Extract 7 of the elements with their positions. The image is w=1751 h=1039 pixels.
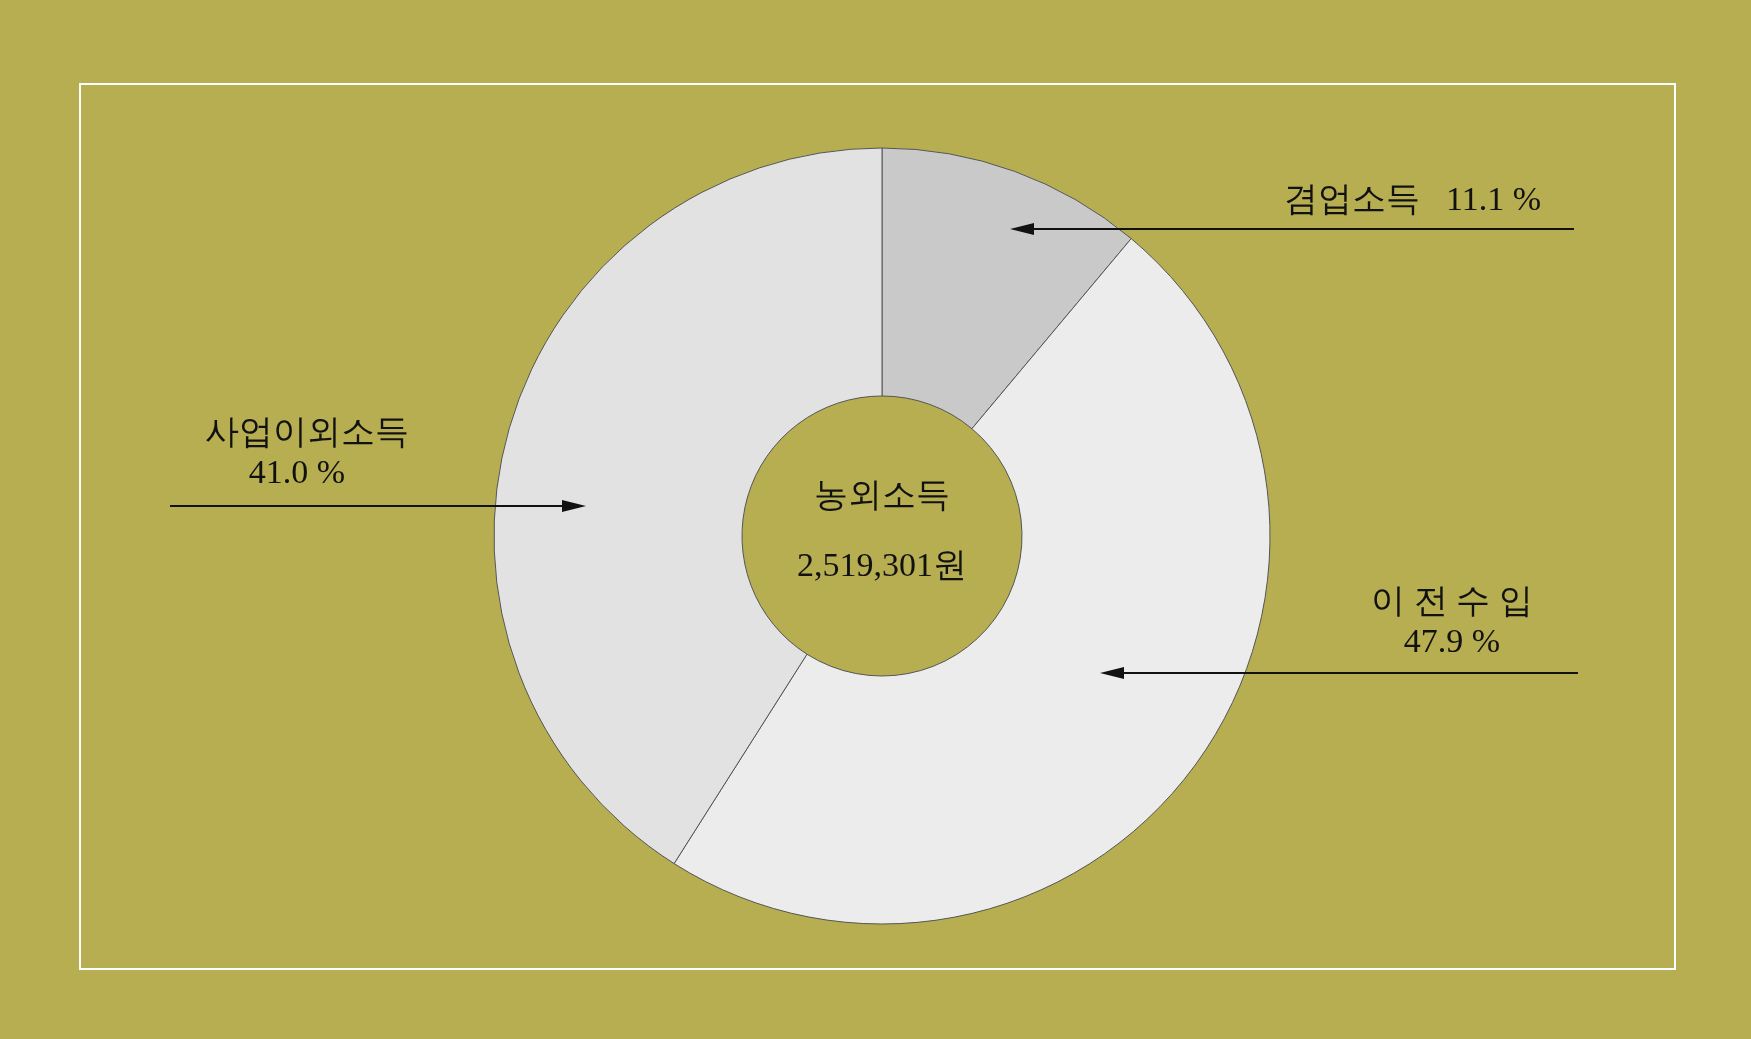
slice-label: 겸업소득 11.1 % (1284, 180, 1541, 217)
data-label: 47.9 % (1403, 622, 1501, 659)
data-label: 41.0 % (248, 453, 346, 490)
slice-label: 사업이외소득 (205, 413, 409, 450)
text: 농외소득 (814, 476, 950, 513)
slice-label: 이 전 수 입 (1371, 582, 1533, 619)
text: 2,519,301원 (797, 546, 967, 583)
